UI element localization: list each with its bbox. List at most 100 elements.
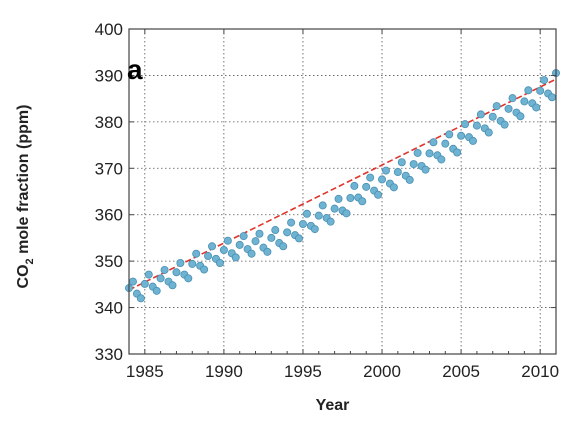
data-point	[346, 193, 355, 202]
data-point	[298, 219, 307, 228]
data-point	[192, 249, 201, 258]
data-point	[425, 149, 434, 158]
data-point	[239, 232, 248, 241]
data-point	[160, 265, 169, 274]
data-point	[437, 155, 446, 164]
data-point	[255, 229, 264, 238]
y-tick-label: 400	[95, 20, 123, 39]
data-point	[330, 204, 339, 213]
data-point	[397, 158, 406, 167]
data-point	[441, 139, 450, 148]
data-point	[334, 194, 343, 203]
data-point	[128, 277, 137, 286]
data-point	[445, 130, 454, 139]
data-point	[461, 120, 470, 129]
data-point	[350, 181, 359, 190]
data-point	[429, 138, 438, 147]
data-point	[318, 201, 327, 210]
data-point	[421, 165, 430, 174]
data-point	[378, 175, 387, 184]
data-point	[168, 281, 177, 290]
data-point	[152, 286, 161, 295]
data-point	[247, 249, 256, 258]
data-point	[314, 211, 323, 220]
data-point	[488, 112, 497, 121]
data-point	[516, 112, 525, 121]
data-point	[500, 120, 509, 129]
data-point	[358, 197, 367, 206]
x-tick-label: 2005	[442, 362, 480, 381]
data-point	[362, 182, 371, 191]
data-point	[204, 252, 213, 261]
data-point	[223, 236, 232, 245]
y-tick-labels: 330 340 350 360 370 380 390 400	[95, 20, 123, 364]
y-tick-label: 350	[95, 252, 123, 271]
ticks-layer	[128, 28, 557, 355]
data-point	[140, 279, 149, 288]
data-point	[136, 294, 145, 303]
y-tick-label: 380	[95, 113, 123, 132]
x-tick-label: 2000	[363, 362, 401, 381]
data-point	[200, 265, 209, 274]
data-point	[271, 226, 280, 235]
data-point	[295, 234, 304, 243]
y-axis-title-main: CO	[15, 264, 32, 288]
data-point	[524, 86, 533, 95]
data-point	[405, 175, 414, 184]
panel-label: a	[127, 54, 143, 85]
data-point	[366, 173, 375, 182]
data-point	[144, 270, 153, 279]
data-point	[326, 217, 335, 226]
data-point	[342, 209, 351, 218]
y-tick-label: 370	[95, 159, 123, 178]
grid-layer	[129, 29, 556, 354]
data-point	[172, 268, 181, 277]
y-tick-label: 360	[95, 206, 123, 225]
y-tick-label: 340	[95, 299, 123, 318]
trend-layer	[128, 78, 557, 291]
data-point	[251, 237, 260, 246]
data-point	[540, 76, 549, 85]
data-point	[188, 259, 197, 268]
x-axis-title: Year	[316, 397, 350, 414]
data-point	[457, 131, 466, 140]
x-tick-labels: 1985 1990 1995 2000 2005 2010	[126, 362, 559, 381]
data-point	[263, 247, 272, 256]
data-point	[532, 103, 541, 112]
x-tick-label: 2010	[521, 362, 559, 381]
data-point	[413, 148, 422, 157]
plot-frame	[128, 28, 557, 355]
data-point	[219, 245, 228, 254]
data-point	[215, 258, 224, 267]
trend-line	[128, 78, 557, 291]
y-axis-title-rest: mole fraction (ppm)	[15, 105, 32, 259]
data-point	[381, 166, 390, 175]
data-point	[548, 93, 557, 102]
x-tick-label: 1985	[126, 362, 164, 381]
data-point	[374, 190, 383, 199]
data-point	[287, 218, 296, 227]
data-point	[536, 86, 545, 95]
data-point	[476, 110, 485, 119]
data-point	[302, 209, 311, 218]
data-point	[409, 160, 418, 169]
y-tick-label: 330	[95, 345, 123, 364]
data-point	[176, 258, 185, 267]
data-point	[279, 242, 288, 251]
data-point	[520, 97, 529, 106]
data-point	[231, 253, 240, 262]
data-point	[472, 121, 481, 130]
data-point	[156, 274, 165, 283]
data-point	[184, 274, 193, 283]
data-point	[310, 225, 319, 234]
data-point	[208, 242, 217, 251]
data-point	[468, 136, 477, 145]
data-point	[389, 183, 398, 192]
y-axis-title-subscript: 2	[24, 258, 36, 264]
y-axis-title: CO2 mole fraction (ppm)	[15, 105, 36, 289]
data-point	[235, 240, 244, 249]
data-point	[508, 94, 517, 103]
data-point	[453, 148, 462, 157]
